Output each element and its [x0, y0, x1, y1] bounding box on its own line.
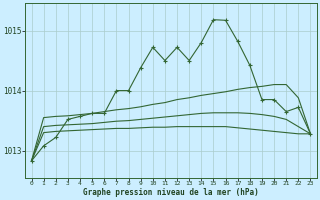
X-axis label: Graphe pression niveau de la mer (hPa): Graphe pression niveau de la mer (hPa) [83, 188, 259, 197]
